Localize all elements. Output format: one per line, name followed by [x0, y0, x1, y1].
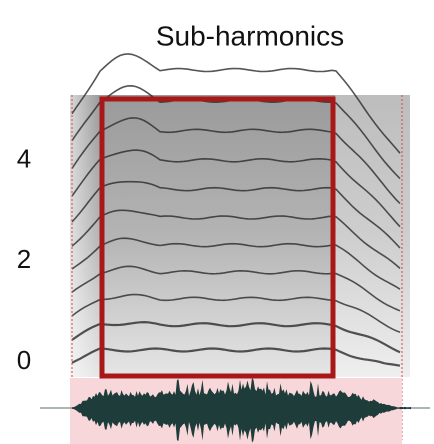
- harmonic: [71, 180, 401, 249]
- harmonic: [71, 347, 401, 367]
- spectrogram: [70, 53, 410, 377]
- harmonic: [71, 237, 401, 290]
- spectrogram-background: [70, 95, 410, 377]
- y-tick-label: 2: [17, 244, 31, 274]
- y-tick-label: 0: [17, 345, 31, 375]
- highlight-box: [99, 96, 336, 379]
- harmonic: [71, 53, 401, 154]
- chart-title: Sub-harmonics: [156, 20, 344, 51]
- spectrogram-fade: [335, 95, 410, 377]
- waveform: [72, 377, 411, 443]
- harmonic: [71, 117, 401, 205]
- harmonic: [71, 265, 401, 312]
- harmonic: [71, 320, 401, 354]
- y-tick-label: 4: [17, 143, 31, 173]
- waveform-shape: [72, 377, 411, 443]
- harmonic: [71, 149, 401, 228]
- harmonic: [71, 209, 401, 270]
- harmonic: [71, 293, 401, 333]
